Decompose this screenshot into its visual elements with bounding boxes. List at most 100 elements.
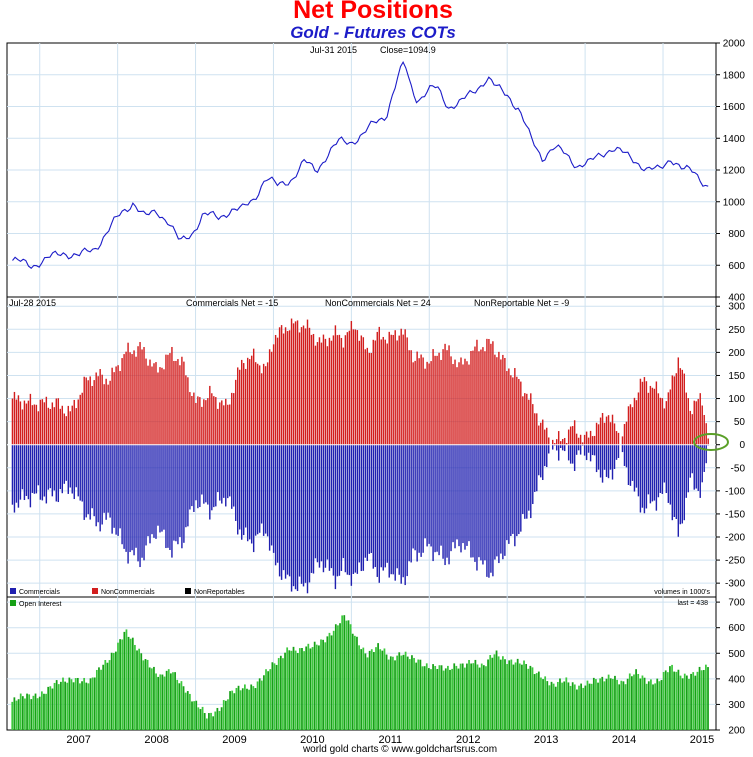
open-interest-bar: [478, 667, 481, 730]
noncommercials-bar: [221, 400, 223, 445]
noncommercials-bar: [237, 367, 239, 445]
open-interest-bar: [531, 667, 534, 730]
commercials-bar: [221, 444, 223, 504]
noncommercials-bar: [637, 392, 640, 445]
commercials-bar: [314, 444, 317, 559]
commercials-bar: [639, 444, 642, 513]
open-interest-bar: [193, 701, 195, 730]
open-interest-bar: [681, 678, 684, 730]
open-interest-bar: [387, 659, 390, 730]
commercials-bar: [326, 444, 329, 560]
y-tick-label: 200: [728, 348, 745, 359]
noncommercials-bar: [677, 357, 680, 445]
x-tick-label: 2010: [300, 734, 324, 746]
commercials-bar: [187, 444, 189, 527]
open-interest-bar: [631, 676, 633, 730]
open-interest-bar: [370, 649, 373, 730]
commercials-bar: [392, 444, 394, 575]
noncommercials-bar: [191, 396, 193, 445]
open-interest-bar: [254, 688, 257, 730]
commercials-bar: [268, 444, 271, 551]
open-interest-bar: [36, 698, 39, 730]
noncommercials-bar: [235, 379, 237, 445]
noncommercials-bar: [85, 377, 87, 445]
open-interest-bar: [457, 668, 460, 730]
commercials-bar: [681, 444, 684, 524]
open-interest-bar: [688, 678, 690, 730]
commercials-bar: [492, 444, 494, 577]
noncommercials-bar: [242, 363, 245, 445]
noncommercials-bar: [197, 396, 199, 445]
open-interest-bar: [702, 670, 705, 730]
commercials-bar: [231, 444, 233, 509]
commercials-bar: [179, 444, 181, 538]
open-interest-bar: [650, 679, 652, 730]
open-interest-bar: [11, 701, 14, 730]
commercials-bar: [155, 444, 157, 539]
commercials-bar: [171, 444, 173, 558]
noncommercials-bar: [599, 417, 602, 445]
open-interest-bar: [43, 693, 45, 730]
commercials-bar: [113, 444, 115, 528]
noncommercials-bar: [392, 334, 394, 445]
y-tick-label: -150: [725, 509, 745, 520]
open-interest-bar: [662, 672, 665, 730]
commercials-bar: [657, 444, 660, 498]
commercials-bar: [177, 444, 179, 545]
open-interest-bar: [398, 652, 401, 730]
commercials-bar: [123, 444, 125, 549]
noncommercials-bar: [388, 331, 390, 445]
open-interest-bar: [313, 641, 316, 730]
open-interest-bar: [559, 678, 561, 730]
commercials-bar: [374, 444, 376, 568]
noncommercials-bar: [516, 376, 518, 445]
commercials-bar: [587, 444, 590, 453]
noncommercials-bar: [645, 381, 648, 445]
open-interest-bar: [290, 650, 293, 730]
open-interest-bar: [633, 674, 635, 730]
open-interest-bar: [184, 692, 187, 730]
noncommercials-bar: [244, 368, 247, 445]
noncommercials-bar: [338, 334, 341, 445]
open-interest-bar: [544, 676, 547, 730]
noncommercials-bar: [653, 388, 656, 445]
commercials-bar: [290, 444, 293, 592]
noncommercials-bar: [225, 398, 227, 445]
open-interest-bar: [510, 659, 513, 730]
commercials-bar: [250, 444, 253, 544]
noncommercials-bar: [107, 384, 109, 445]
open-interest-bar: [508, 660, 511, 730]
commercials-bar: [61, 444, 64, 494]
commercials-bar: [169, 444, 171, 550]
commercials-bar: [536, 444, 538, 492]
noncommercials-bar: [223, 405, 225, 445]
noncommercials-bar: [241, 359, 243, 445]
commercials-bar: [45, 444, 48, 504]
y-tick-label: 500: [728, 649, 745, 660]
commercials-bar: [679, 444, 682, 525]
commercials-bar: [649, 444, 652, 504]
legend-label-open-interest: Open Interest: [19, 601, 61, 608]
noncommercials-bar: [294, 321, 297, 445]
y-tick-label: 1400: [723, 134, 746, 145]
open-interest-bar: [675, 671, 678, 730]
noncommercials-bar: [430, 361, 432, 445]
open-interest-bar: [191, 701, 193, 730]
open-interest-bar: [590, 683, 593, 730]
open-interest-bar: [582, 687, 585, 730]
noncommercials-bar: [382, 336, 384, 445]
open-interest-bar: [66, 682, 69, 730]
open-interest-bar: [324, 642, 327, 730]
commercials-bar: [139, 444, 141, 568]
commercials-bar: [595, 444, 598, 473]
commercials-bar: [398, 444, 400, 575]
open-interest-bar: [669, 666, 671, 730]
y-tick-label: 1000: [723, 197, 746, 208]
commercials-bar: [97, 444, 99, 523]
noncommercials-bar: [193, 392, 195, 445]
open-interest-bar: [57, 684, 60, 730]
legend-swatch-open-interest: [10, 600, 16, 606]
noncommercials-bar: [57, 398, 60, 445]
open-interest-bar: [13, 697, 16, 730]
commercials-bar: [246, 444, 249, 542]
